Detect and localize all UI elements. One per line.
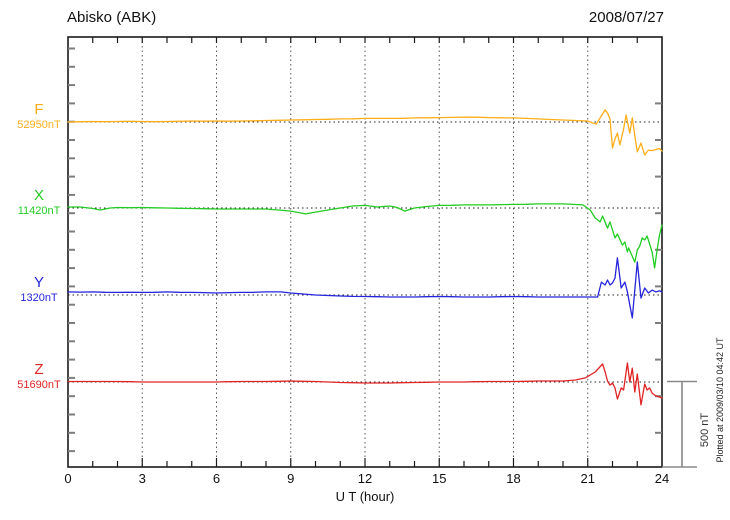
- x-tick-label-3: 3: [138, 471, 146, 486]
- series-letter-Y: Y: [33, 274, 44, 291]
- x-tick-label-0: 0: [64, 471, 72, 486]
- series-label-X: X 11420nT: [8, 188, 70, 217]
- x-tick-label-21: 21: [580, 471, 595, 486]
- x-tick-label-12: 12: [357, 471, 373, 486]
- plotted-at-note: Plotted at 2009/03/10 04:42 UT: [715, 337, 725, 463]
- station-title: Abisko (ABK): [67, 9, 157, 26]
- x-tick-label-9: 9: [287, 471, 295, 486]
- series-basevalue-F: 52950nT: [17, 119, 61, 131]
- trace-F: [67, 109, 663, 156]
- series-letter-X: X: [33, 187, 44, 204]
- series-basevalue-X: 11420nT: [17, 205, 61, 217]
- series-basevalue-Z: 51690nT: [17, 379, 61, 391]
- trace-Z: [67, 362, 663, 406]
- x-tick-label-18: 18: [506, 471, 521, 486]
- trace-X: [67, 203, 663, 269]
- series-letter-F: F: [34, 101, 44, 118]
- date-label: 2008/07/27: [588, 9, 664, 26]
- scale-bar-label: 500 nT: [699, 412, 711, 448]
- series-letter-Z: Z: [34, 361, 44, 378]
- series-basevalue-Y: 1320nT: [20, 292, 58, 304]
- trace-Y: [67, 257, 663, 319]
- x-tick-label-6: 6: [212, 471, 221, 486]
- x-tick-label-15: 15: [432, 471, 447, 486]
- x-axis-title: U T (hour): [335, 489, 395, 504]
- x-tick-label-24: 24: [654, 471, 670, 486]
- series-label-F: F 52950nT: [8, 102, 70, 131]
- series-label-Y: Y 1320nT: [8, 275, 70, 304]
- series-label-Z: Z 51690nT: [8, 362, 70, 391]
